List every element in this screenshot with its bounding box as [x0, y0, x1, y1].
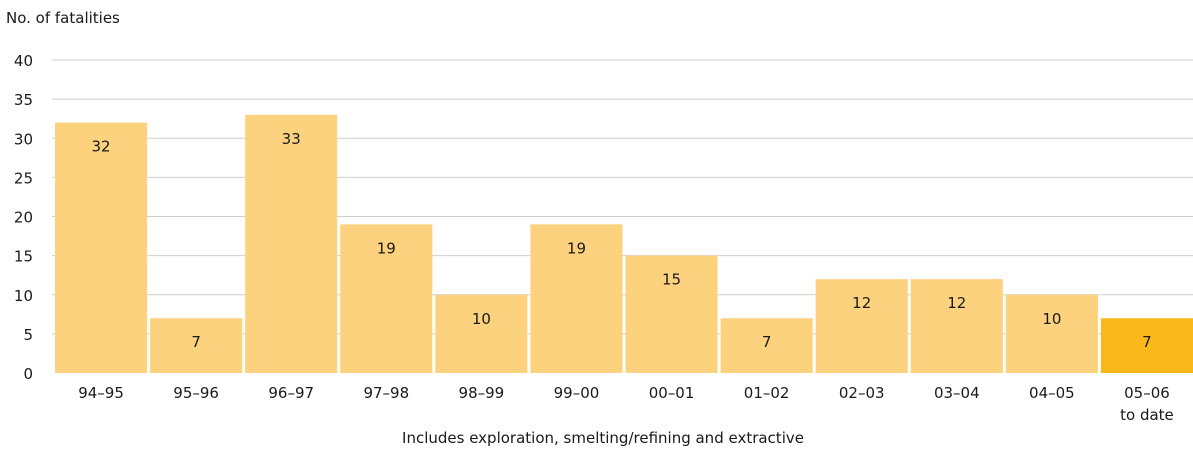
x-axis-ticks: 94–95 95–96 96–97 97–98 98–99 99–00 00–01 01–02…	[78, 384, 1174, 424]
bar	[435, 294, 528, 373]
bar-value-label: 10	[1042, 310, 1061, 328]
chart-caption: Includes exploration, smelting/refining …	[402, 429, 804, 447]
bar	[815, 279, 908, 373]
x-tick-label: 04–05	[1029, 384, 1075, 402]
x-tick-label: 97–98	[363, 384, 409, 402]
bar-value-label: 19	[377, 239, 396, 257]
bar-value-label: 12	[947, 294, 966, 312]
x-tick-label: 98–99	[459, 384, 505, 402]
x-tick-label: 00–01	[649, 384, 695, 402]
x-tick-label: 99–00	[554, 384, 600, 402]
bar-value-label: 12	[852, 294, 871, 312]
bar-value-label: 7	[191, 333, 201, 351]
y-tick-label: 25	[14, 169, 33, 187]
bar-value-labels: 32 7 33 19 10 19 15 7 12 12 10 7	[91, 130, 1151, 351]
bar	[340, 224, 433, 373]
y-axis-ticks: 0 5 10 15 20 25 30 35 40	[14, 52, 33, 383]
x-tick-label: 05–06 to date	[1120, 384, 1174, 424]
x-tick-label: 01–02	[744, 384, 790, 402]
y-axis-label: No. of fatalities	[6, 9, 120, 27]
bar	[625, 255, 718, 373]
x-tick-label: 95–96	[173, 384, 219, 402]
bar-value-label: 15	[662, 271, 681, 289]
y-tick-label: 0	[23, 365, 33, 383]
bar	[150, 318, 243, 373]
x-tick-label: 94–95	[78, 384, 124, 402]
y-tick-label: 10	[14, 287, 33, 305]
bar-value-label: 33	[282, 130, 301, 148]
bar	[910, 279, 1003, 373]
y-tick-label: 15	[14, 248, 33, 266]
y-tick-label: 35	[14, 91, 33, 109]
bar	[55, 122, 148, 373]
bar	[1100, 318, 1193, 373]
bar	[1005, 294, 1098, 373]
bar-value-label: 7	[762, 333, 772, 351]
y-tick-label: 30	[14, 130, 33, 148]
x-tick-label: 02–03	[839, 384, 885, 402]
bar	[245, 114, 338, 374]
y-tick-label: 40	[14, 52, 33, 70]
x-tick-label: 03–04	[934, 384, 980, 402]
x-tick-label: 96–97	[268, 384, 314, 402]
bar-value-label: 10	[472, 310, 491, 328]
bar-value-label: 19	[567, 239, 586, 257]
bar-value-label: 7	[1142, 333, 1152, 351]
y-tick-label: 5	[23, 326, 33, 344]
bar	[530, 224, 623, 373]
bar-value-label: 32	[91, 138, 110, 156]
y-tick-label: 20	[14, 209, 33, 227]
bar	[720, 318, 813, 373]
bars	[55, 114, 1193, 374]
